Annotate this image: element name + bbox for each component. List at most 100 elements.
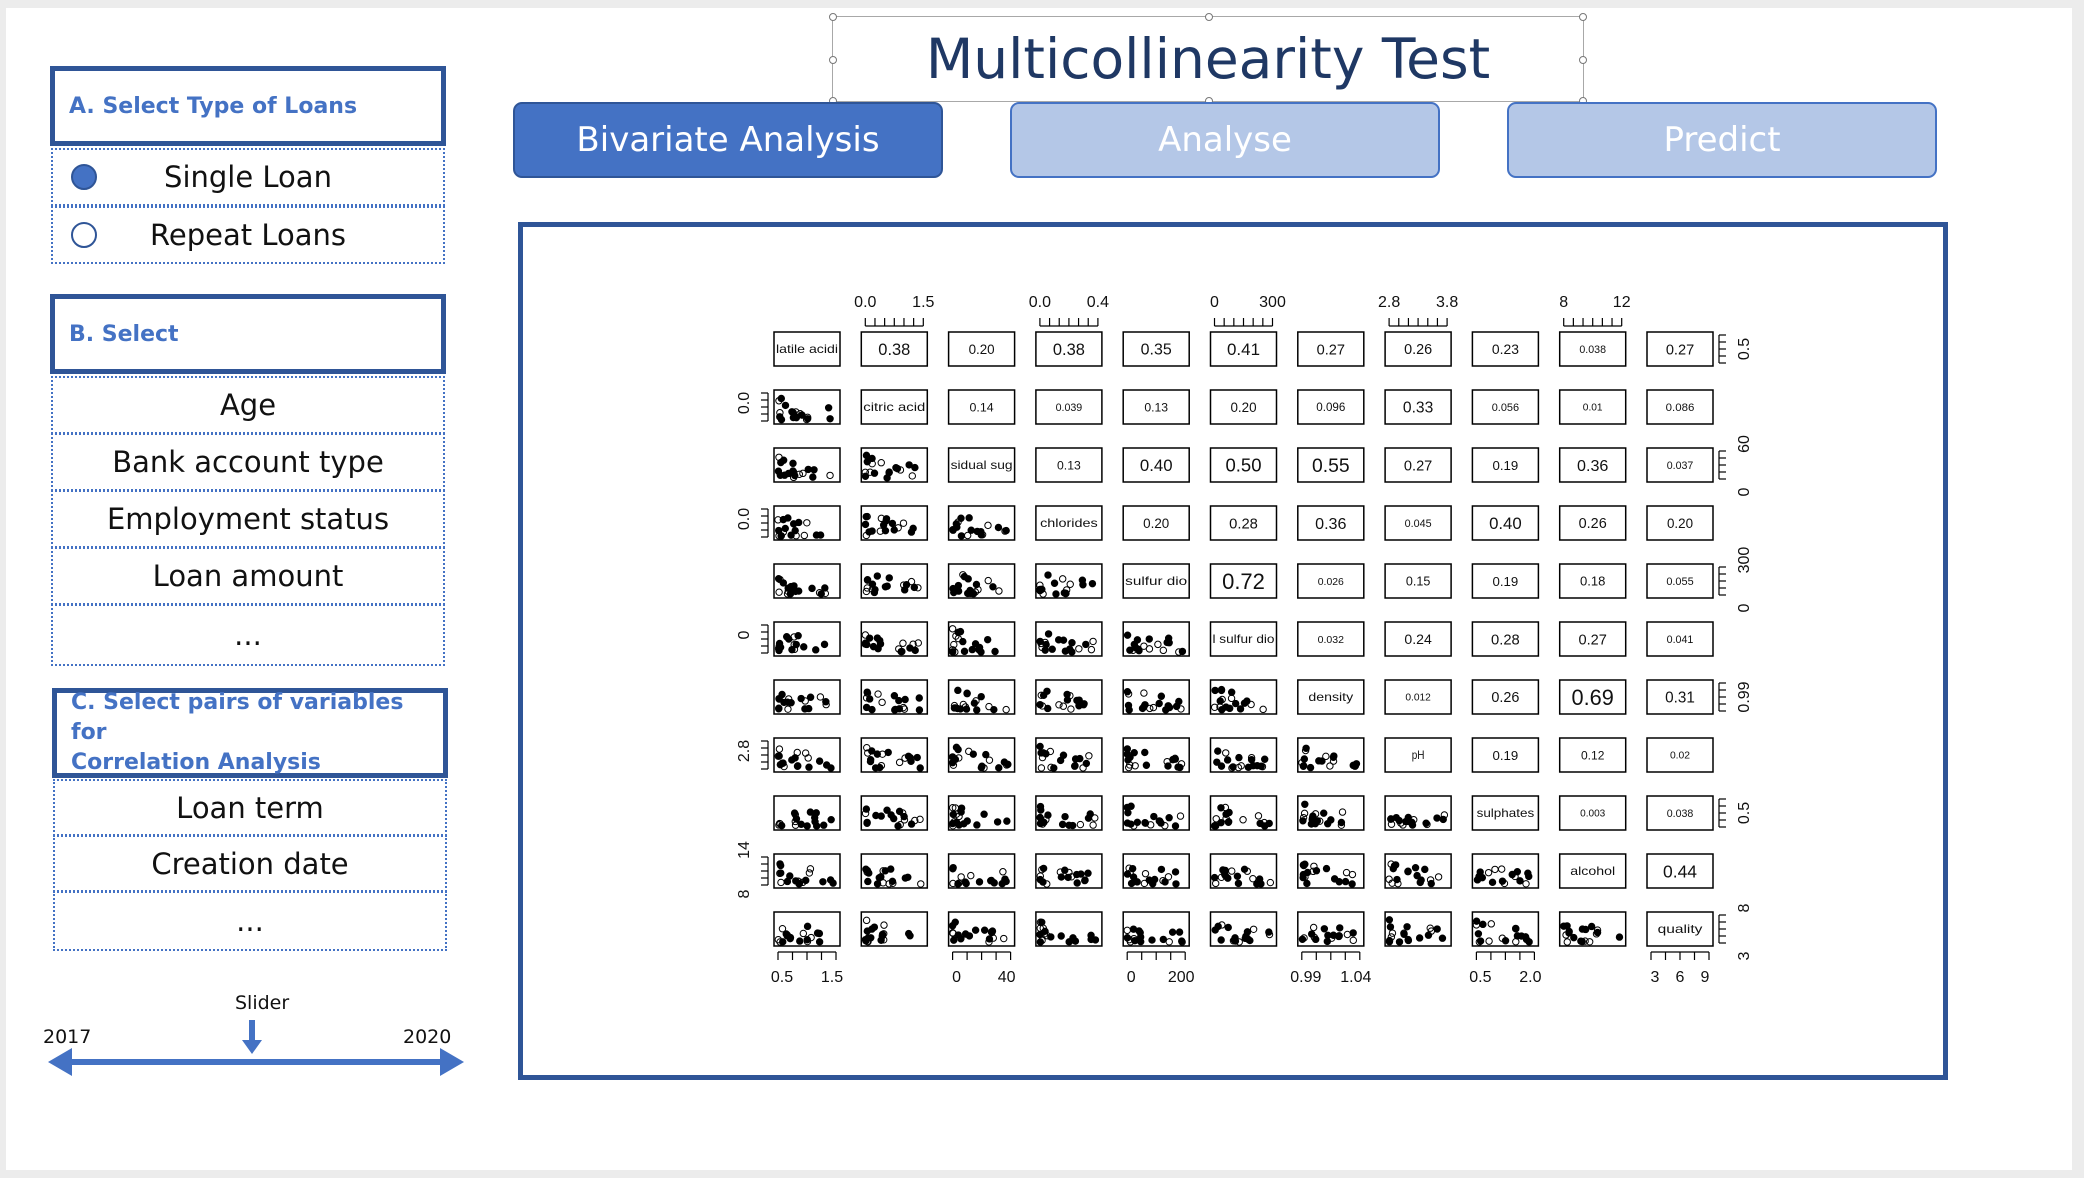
scatter-point xyxy=(1322,752,1330,761)
matrix-panel xyxy=(947,563,1016,599)
variable-label: latile acidi xyxy=(776,342,838,356)
scatter-point xyxy=(904,752,913,761)
scatter-point xyxy=(791,810,799,819)
scatter-point xyxy=(1231,699,1240,708)
list-item-more[interactable]: ... xyxy=(53,891,447,951)
radio-unchecked-icon[interactable] xyxy=(71,222,97,248)
scatter-point xyxy=(891,706,899,714)
scatter-point xyxy=(865,528,873,536)
scatter-points xyxy=(1298,744,1361,772)
scatter-point xyxy=(779,579,788,587)
resize-handle[interactable] xyxy=(829,56,837,64)
matrix-panel xyxy=(1646,505,1714,541)
correlation-value: 0.19 xyxy=(1493,574,1519,589)
scatter-point xyxy=(865,695,874,703)
list-item-loan-amount[interactable]: Loan amount xyxy=(51,547,445,605)
scatter-point xyxy=(901,695,909,704)
tab-bivariate-analysis[interactable]: Bivariate Analysis xyxy=(513,102,943,178)
slider-track[interactable] xyxy=(46,1018,466,1078)
scatter-point xyxy=(971,926,980,934)
scatter-point xyxy=(1335,878,1343,886)
scatter-point xyxy=(861,520,870,529)
scatter-point xyxy=(806,693,815,701)
scatter-point xyxy=(1178,647,1187,656)
scatter-points xyxy=(774,514,825,540)
tab-analyse[interactable]: Analyse xyxy=(1010,102,1440,178)
tick-label: 300 xyxy=(1259,294,1286,311)
slider-thumb[interactable] xyxy=(242,1020,262,1054)
tick-label: 3 xyxy=(1651,969,1660,986)
scatter-point xyxy=(774,752,782,760)
correlation-value: 0.038 xyxy=(1579,344,1606,356)
resize-handle[interactable] xyxy=(1205,13,1213,21)
tab-predict[interactable]: Predict xyxy=(1507,102,1937,178)
scatter-point xyxy=(790,633,798,641)
radio-option-repeat-loans[interactable]: Repeat Loans xyxy=(51,206,445,264)
resize-handle[interactable] xyxy=(1579,56,1587,64)
tick-label: 8 xyxy=(736,889,753,898)
scatter-point xyxy=(887,865,895,873)
list-item-employment-status[interactable]: Employment status xyxy=(51,490,445,548)
radio-checked-icon[interactable] xyxy=(71,164,97,190)
scatter-point xyxy=(1088,579,1097,588)
matrix-panel xyxy=(1471,679,1540,715)
scatter-point xyxy=(949,879,957,888)
correlation-value: 0.36 xyxy=(1577,457,1608,475)
scatter-point xyxy=(1247,753,1256,762)
scatter-point xyxy=(898,647,906,656)
scatter-point xyxy=(799,469,807,478)
scatter-point xyxy=(915,694,923,702)
list-item-age[interactable]: Age xyxy=(51,376,445,434)
scatter-point xyxy=(1385,938,1394,946)
matrix-panel xyxy=(1558,563,1627,599)
scatter-point xyxy=(1570,933,1578,942)
scatter-point xyxy=(904,929,913,938)
scatter-point xyxy=(1212,815,1220,823)
resize-handle[interactable] xyxy=(1579,13,1587,21)
list-item-creation-date[interactable]: Creation date xyxy=(53,835,447,892)
scatter-point xyxy=(1036,938,1045,946)
resize-handle[interactable] xyxy=(829,13,837,21)
scatter-points xyxy=(775,394,834,424)
list-item-bank-account-type[interactable]: Bank account type xyxy=(51,433,445,491)
list-item-more[interactable]: ... xyxy=(51,604,445,666)
scatter-point xyxy=(1224,923,1232,932)
scatter-point xyxy=(1218,921,1226,929)
scatter-point xyxy=(955,754,963,762)
scatter-point xyxy=(1150,812,1158,821)
matrix-panel xyxy=(1297,621,1365,657)
scatter-point xyxy=(790,582,798,590)
matrix-panel xyxy=(1035,505,1103,541)
correlation-value: 0.72 xyxy=(1222,569,1265,594)
scatter-point xyxy=(776,860,784,868)
correlation-value: 0.20 xyxy=(969,342,995,357)
matrix-panel xyxy=(1209,563,1278,599)
tick-label: 1.5 xyxy=(821,969,843,986)
matrix-panel xyxy=(860,447,929,483)
scatter-point xyxy=(1178,938,1186,946)
radio-option-single-loan[interactable]: Single Loan xyxy=(51,148,445,206)
scatter-point xyxy=(1517,932,1526,940)
scatter-point xyxy=(1217,762,1226,770)
title-textbox[interactable]: Multicollinearity Test xyxy=(829,13,1587,105)
scatter-point xyxy=(1335,932,1343,941)
list-item-loan-term[interactable]: Loan term xyxy=(53,779,447,836)
scatter-point xyxy=(960,647,969,656)
scatter-point xyxy=(1140,703,1148,711)
matrix-panel xyxy=(1297,505,1365,541)
scatter-point xyxy=(1057,932,1065,940)
scatter-point xyxy=(1036,930,1044,939)
tick-label: 0.5 xyxy=(771,969,793,986)
scatter-point xyxy=(1434,873,1443,881)
scatter-point xyxy=(815,929,824,938)
scatter-points xyxy=(948,625,999,656)
scatter-point xyxy=(806,865,815,873)
scatter-point xyxy=(1056,868,1065,876)
scatter-point xyxy=(957,873,965,881)
correlation-value: 0.24 xyxy=(1404,631,1432,647)
scatter-point xyxy=(888,877,897,886)
scatter-points xyxy=(775,808,835,830)
scatter-point xyxy=(1140,689,1148,697)
scatter-point xyxy=(1348,880,1356,888)
scatter-point xyxy=(1422,819,1430,827)
